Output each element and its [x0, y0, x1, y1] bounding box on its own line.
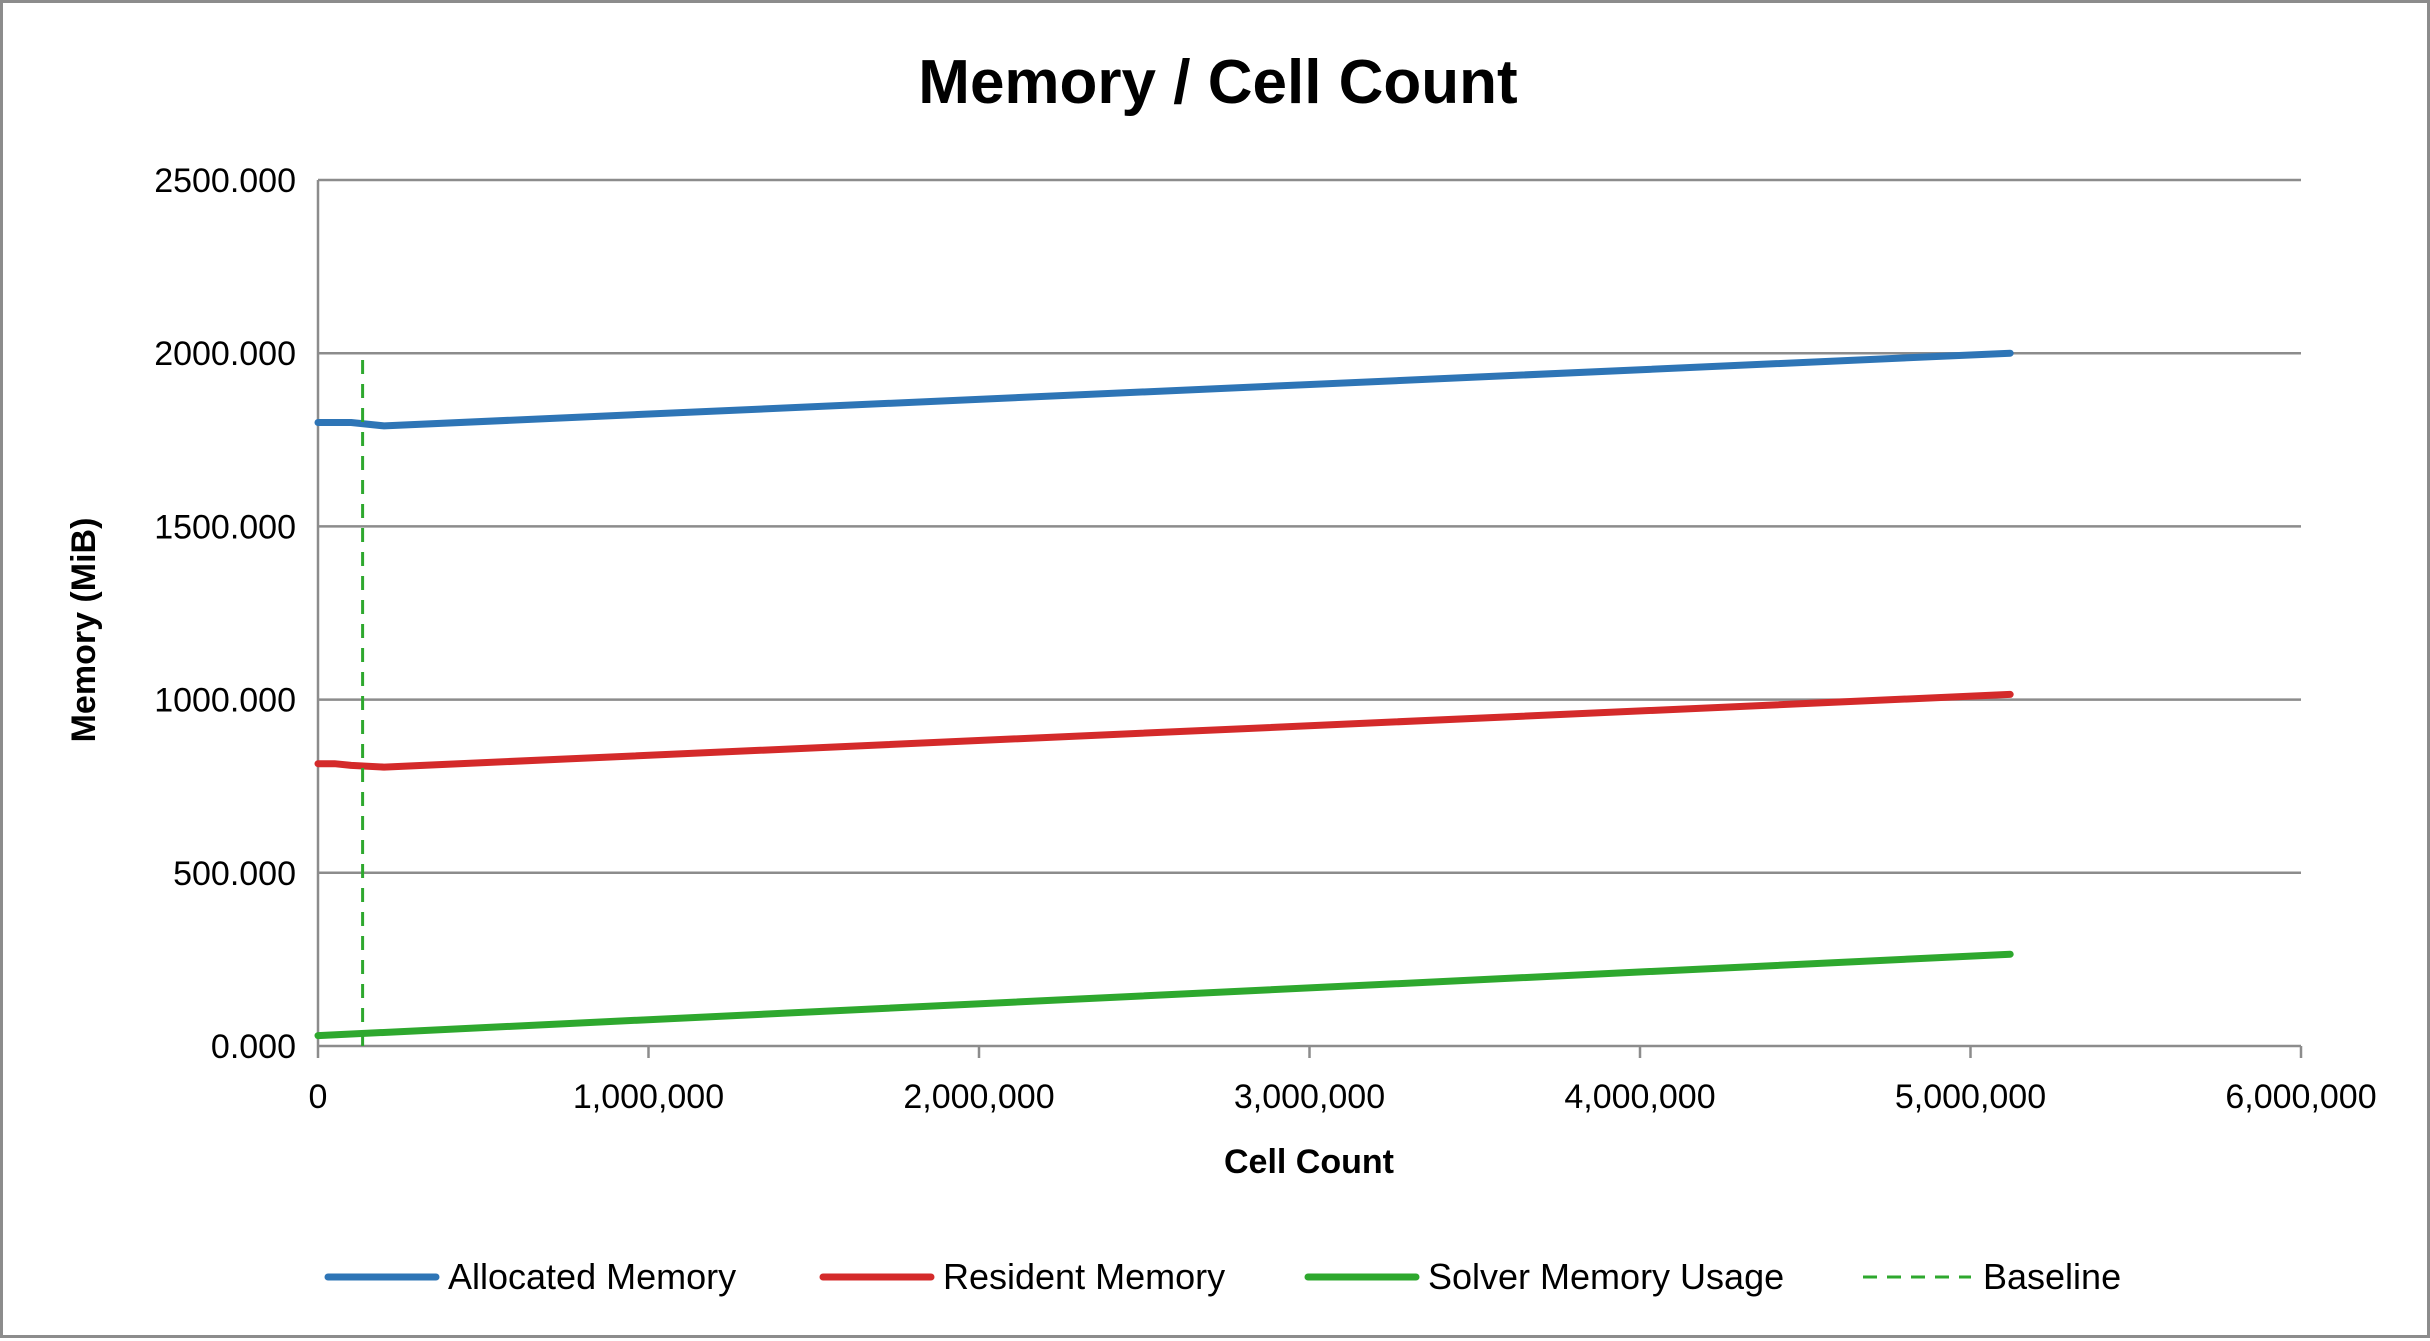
x-axis-title: Cell Count: [1224, 1143, 1394, 1181]
y-tick-label: 1500.000: [154, 508, 296, 546]
legend-label-solver-memory-usage: Solver Memory Usage: [1428, 1256, 1784, 1297]
y-tick-label: 500.000: [173, 855, 296, 893]
x-tick-label: 1,000,000: [573, 1078, 724, 1116]
x-tick-label: 5,000,000: [1895, 1078, 2046, 1116]
x-tick-label: 4,000,000: [1564, 1078, 1715, 1116]
y-axis-title: Memory (MiB): [65, 518, 103, 743]
series-layer: [314, 349, 2014, 1046]
series-line-allocated-memory: [314, 349, 2014, 430]
legend-label-baseline: Baseline: [1983, 1256, 2121, 1297]
axis-layer: [316, 180, 2303, 1058]
y-tick-label: 1000.000: [154, 682, 296, 720]
legend-label-allocated-memory: Allocated Memory: [448, 1256, 736, 1297]
chart-title: Memory / Cell Count: [918, 48, 1517, 117]
x-tick-label: 2,000,000: [903, 1078, 1054, 1116]
chart-svg: Memory / Cell Count 0.000 500.000 1000.000…: [65, 48, 2377, 1297]
legend-label-resident-memory: Resident Memory: [943, 1256, 1225, 1297]
grid-layer: [318, 178, 2301, 875]
legend: Allocated Memory Resident Memory Solver Me…: [324, 1256, 2121, 1297]
tick-layer: 0.000 500.000 1000.000 1500.000 2000.000 2500…: [154, 162, 2376, 1116]
y-tick-label: 2500.000: [154, 162, 296, 200]
y-tick-label: 0.000: [211, 1028, 296, 1066]
x-tick-label: 3,000,000: [1234, 1078, 1385, 1116]
x-tick-label: 0: [309, 1078, 328, 1116]
series-line-resident-memory: [314, 690, 2014, 771]
y-tick-label: 2000.000: [154, 335, 296, 373]
x-tick-label: 6,000,000: [2225, 1078, 2376, 1116]
series-line-solver-memory-usage: [314, 950, 2014, 1040]
